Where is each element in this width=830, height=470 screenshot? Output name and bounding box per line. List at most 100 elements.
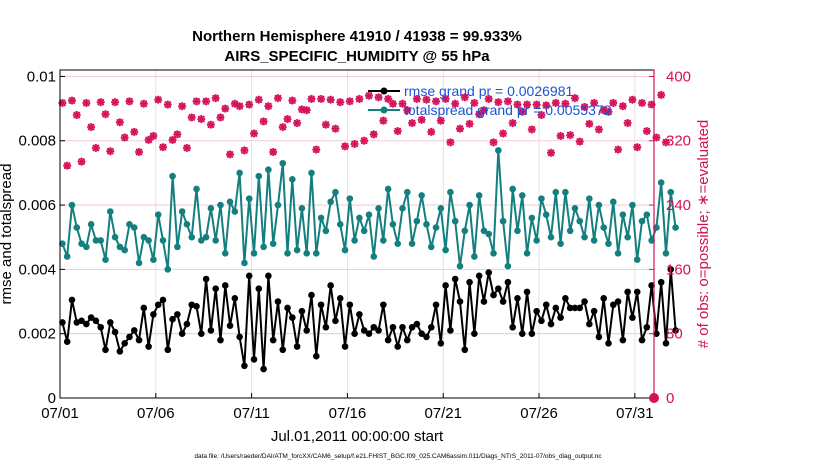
rmse-point bbox=[269, 336, 277, 344]
rmse-point bbox=[638, 336, 646, 344]
totalspread-point bbox=[322, 227, 330, 235]
totalspread-point bbox=[562, 188, 569, 196]
obs-evaluated-marker bbox=[269, 148, 278, 156]
obs-evaluated-marker bbox=[503, 97, 512, 106]
obs-evaluated-marker bbox=[154, 95, 163, 104]
rmse-point bbox=[365, 330, 373, 337]
obs-evaluated-marker bbox=[393, 127, 402, 136]
rmse-point bbox=[533, 307, 540, 315]
rmse-point bbox=[423, 333, 430, 341]
obs-evaluated-marker bbox=[594, 125, 603, 134]
totalspread-point bbox=[533, 237, 540, 244]
x-axis: 07/01 07/06 07/11 07/16 07/21 07/26 07/31 bbox=[41, 393, 654, 422]
chart-title: Northern Hemisphere 41910 / 41938 = 99.9… bbox=[192, 28, 522, 45]
obs-evaluated-marker bbox=[590, 98, 599, 107]
obs-evaluated-marker bbox=[350, 139, 359, 148]
totalspread-point bbox=[399, 204, 406, 212]
totalspread-point bbox=[87, 221, 95, 228]
obs-evaluated-marker bbox=[570, 94, 579, 103]
rmse-point bbox=[614, 298, 622, 305]
rmse-point bbox=[389, 323, 397, 331]
totalspread-point bbox=[317, 214, 325, 222]
rmse-point bbox=[207, 327, 215, 334]
totalspread-point bbox=[509, 185, 516, 193]
obs-evaluated-marker bbox=[427, 127, 436, 136]
totalspread-point bbox=[595, 201, 603, 209]
obs-evaluated-marker bbox=[115, 118, 124, 127]
rmse-point bbox=[231, 295, 239, 302]
footnote: data file: /Users/raeder/DAI/ATM_forcXX/… bbox=[194, 453, 602, 460]
y-left-tick-label: 0.002 bbox=[18, 326, 56, 343]
rmse-point bbox=[298, 307, 306, 315]
obs-evaluated-marker bbox=[460, 93, 469, 102]
rmse-point bbox=[629, 314, 636, 321]
totalspread-point bbox=[116, 243, 124, 251]
rmse-point bbox=[322, 323, 330, 331]
rmse-point bbox=[552, 304, 560, 312]
totalspread-point bbox=[571, 204, 579, 212]
totalspread-point bbox=[202, 233, 210, 241]
totalspread-point bbox=[164, 266, 172, 273]
obs-evaluated-marker bbox=[221, 104, 230, 113]
totalspread-point bbox=[423, 221, 430, 228]
rmse-point bbox=[236, 333, 243, 341]
obs-evaluated-marker bbox=[226, 150, 235, 159]
obs-evaluated-marker bbox=[216, 113, 225, 122]
rmse-point bbox=[586, 320, 593, 328]
obs-evaluated-marker bbox=[455, 124, 464, 133]
obs-evaluated-marker bbox=[518, 107, 527, 116]
totalspread-point bbox=[351, 237, 358, 244]
rmse-point bbox=[317, 301, 325, 309]
totalspread-point bbox=[97, 237, 105, 244]
rmse-point bbox=[198, 330, 205, 337]
rmse-point bbox=[111, 328, 119, 336]
totalspread-point bbox=[667, 188, 675, 196]
totalspread-point bbox=[408, 240, 416, 247]
rmse-point bbox=[135, 336, 143, 344]
totalspread-point bbox=[432, 224, 440, 231]
y-left-tick-label: 0 bbox=[48, 390, 56, 407]
rmse-point bbox=[600, 295, 608, 302]
rmse-point bbox=[571, 304, 579, 312]
obs-evaluated-marker bbox=[120, 133, 129, 142]
totalspread-point bbox=[274, 201, 282, 209]
rmse-point bbox=[485, 269, 493, 276]
y-axis-right-label: # of obs: o=possible; ∗=evaluated bbox=[695, 120, 712, 349]
rmse-point bbox=[466, 278, 473, 286]
totalspread-point bbox=[303, 249, 311, 257]
obs-evaluated-marker bbox=[661, 138, 670, 147]
totalspread-point bbox=[221, 249, 229, 257]
legend-rmse-marker bbox=[380, 87, 388, 95]
totalspread-point bbox=[485, 230, 493, 238]
totalspread-point bbox=[590, 237, 598, 244]
rmse-point bbox=[78, 317, 85, 325]
obs-evaluated-marker bbox=[77, 157, 86, 166]
obs-evaluated-marker bbox=[87, 123, 96, 132]
obs-evaluated-marker bbox=[527, 125, 536, 134]
totalspread-point bbox=[380, 237, 387, 244]
rmse-point bbox=[509, 323, 516, 331]
totalspread-point bbox=[499, 217, 507, 225]
totalspread-point bbox=[442, 246, 449, 254]
obs-evaluated-marker bbox=[408, 119, 417, 128]
rmse-point bbox=[145, 343, 152, 350]
rmse-point bbox=[308, 291, 315, 299]
obs-evaluated-marker bbox=[388, 99, 397, 108]
obs-evaluated-marker bbox=[489, 138, 498, 147]
totalspread-point bbox=[600, 224, 608, 231]
obs-evaluated-marker bbox=[206, 120, 215, 129]
obs-evaluated-marker bbox=[499, 129, 508, 138]
totalspread-point bbox=[403, 188, 411, 196]
chart-subtitle: AIRS_SPECIFIC_HUMIDITY @ 55 hPa bbox=[224, 48, 490, 65]
rmse-point bbox=[360, 327, 368, 334]
obs-evaluated-marker bbox=[158, 143, 167, 152]
obs-evaluated-marker bbox=[360, 136, 369, 145]
rmse-point bbox=[274, 298, 282, 305]
rmse-point bbox=[174, 311, 181, 318]
totalspread-point bbox=[375, 204, 382, 212]
obs-evaluated-marker bbox=[197, 115, 206, 124]
y-right-tick-label: 160 bbox=[666, 261, 691, 278]
totalspread-point bbox=[653, 224, 660, 231]
obs-evaluated-marker bbox=[369, 130, 378, 139]
totalspread-point bbox=[576, 217, 584, 225]
